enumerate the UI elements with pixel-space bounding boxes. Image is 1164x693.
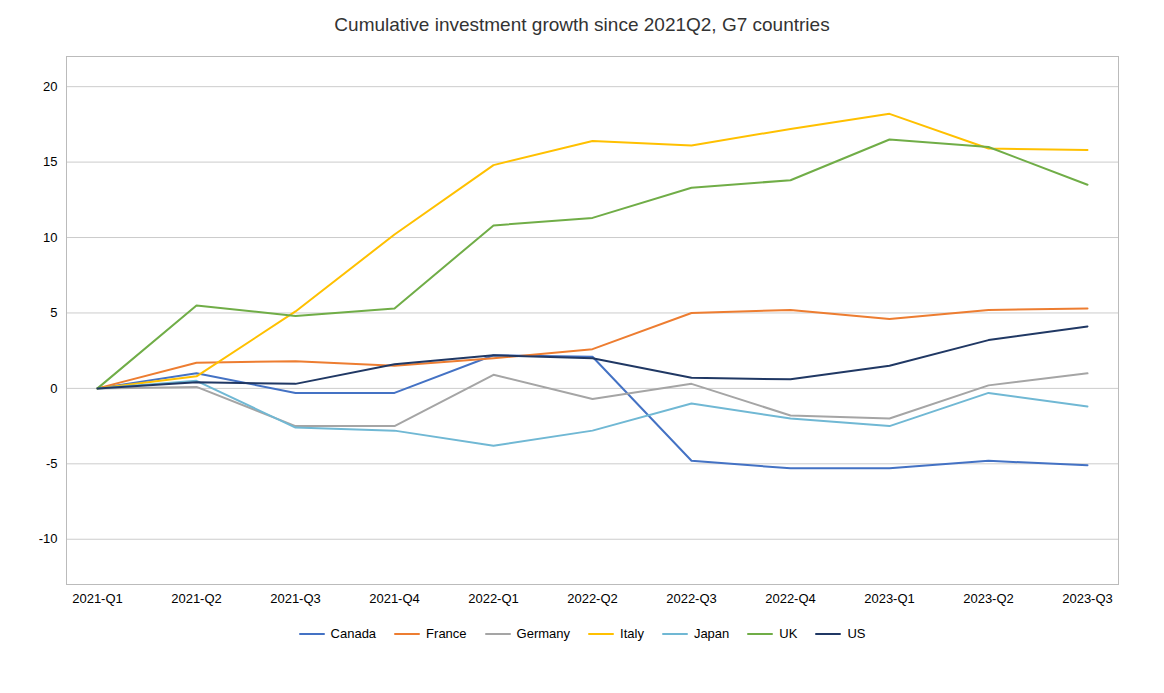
- svg-text:2023-Q1: 2023-Q1: [864, 591, 915, 606]
- svg-text:2022-Q3: 2022-Q3: [666, 591, 717, 606]
- html-text:Japan: Japan: [693, 626, 730, 641]
- svg-text:2021-Q4: 2021-Q4: [369, 591, 420, 606]
- svg-text:2022-Q1: 2022-Q1: [468, 591, 519, 606]
- html-text:Germany: Germany: [516, 626, 570, 641]
- html-text:Italy: Italy: [620, 626, 644, 641]
- svg-text:2023-Q3: 2023-Q3: [1062, 591, 1113, 606]
- svg-text:0: 0: [50, 381, 57, 396]
- svg-text:2022-Q2: 2022-Q2: [567, 591, 618, 606]
- svg-text:2021-Q3: 2021-Q3: [270, 591, 321, 606]
- html-text:Cumulative investment growth s: Cumulative investment growth since 2021Q…: [334, 14, 830, 35]
- svg-text:2021-Q2: 2021-Q2: [171, 591, 222, 606]
- svg-text:-10: -10: [39, 531, 58, 546]
- html-text:US: US: [847, 626, 866, 641]
- svg-text:2022-Q4: 2022-Q4: [765, 591, 816, 606]
- html-text:France: France: [426, 626, 467, 641]
- html-text:Canada: Canada: [330, 626, 377, 641]
- svg-text:2021-Q1: 2021-Q1: [72, 591, 123, 606]
- svg-text:-5: -5: [46, 456, 58, 471]
- svg-text:15: 15: [43, 154, 57, 169]
- html-text:UK: UK: [779, 626, 798, 641]
- svg-text:5: 5: [50, 305, 57, 320]
- svg-text:10: 10: [43, 230, 57, 245]
- svg-text:2023-Q2: 2023-Q2: [963, 591, 1014, 606]
- svg-text:20: 20: [43, 79, 57, 94]
